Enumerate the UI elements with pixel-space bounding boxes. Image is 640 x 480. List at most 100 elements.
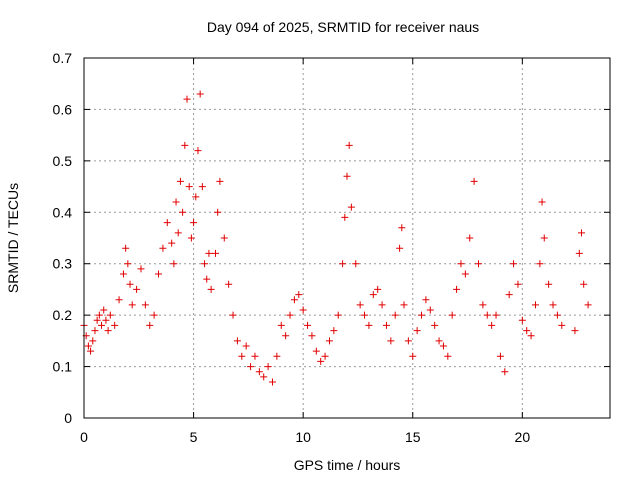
data-point (457, 260, 465, 268)
data-point (155, 270, 163, 278)
data-point (255, 368, 263, 376)
data-point (203, 275, 211, 283)
data-point (413, 327, 421, 335)
data-point (396, 244, 404, 252)
x-tick-label: 10 (295, 429, 311, 445)
data-point (361, 311, 369, 319)
data-point (365, 321, 373, 329)
data-point (553, 311, 561, 319)
data-point (98, 321, 106, 329)
data-point (122, 244, 130, 252)
data-point (571, 327, 579, 335)
data-point (133, 285, 141, 293)
data-point (518, 316, 526, 324)
data-point (194, 147, 202, 155)
data-point (104, 327, 112, 335)
data-point (312, 347, 320, 355)
data-point (584, 301, 592, 309)
data-point (356, 301, 364, 309)
x-tick-label: 0 (80, 429, 88, 445)
y-axis-label: SRMTID / TECUs (5, 183, 21, 293)
data-point (575, 249, 583, 257)
y-tick-label: 0.2 (53, 307, 73, 323)
data-point (387, 337, 395, 345)
data-point (207, 285, 215, 293)
data-point (179, 208, 187, 216)
data-point (341, 213, 349, 221)
data-point (418, 311, 426, 319)
data-point (141, 301, 149, 309)
data-point (444, 352, 452, 360)
data-point (187, 234, 195, 242)
data-point (290, 296, 298, 304)
data-point (251, 352, 259, 360)
data-point (277, 321, 285, 329)
data-point (264, 363, 272, 371)
x-tick-label: 20 (515, 429, 531, 445)
data-point (317, 357, 325, 365)
data-point (334, 311, 342, 319)
data-point (505, 291, 513, 299)
data-point (146, 321, 154, 329)
data-point (212, 249, 219, 257)
y-tick-label: 0.3 (53, 256, 73, 272)
data-point (128, 301, 136, 309)
data-point (196, 90, 204, 98)
data-point (378, 301, 386, 309)
data-point (391, 311, 399, 319)
plot-frame (83, 57, 611, 419)
y-tick-label: 0 (64, 410, 72, 426)
data-point (247, 363, 255, 371)
data-point (339, 260, 347, 268)
data-point (299, 306, 307, 314)
data-point (201, 260, 209, 268)
data-point (470, 177, 478, 185)
data-point (229, 311, 237, 319)
data-point (214, 208, 222, 216)
data-point (192, 193, 200, 201)
data-point (308, 332, 316, 340)
data-point (523, 327, 531, 335)
data-point (514, 280, 522, 288)
chart-title: Day 094 of 2025, SRMTID for receiver nau… (207, 19, 479, 35)
data-point (475, 260, 482, 268)
data-point (453, 285, 461, 293)
data-point (578, 229, 586, 237)
data-point (400, 301, 408, 309)
data-point (137, 265, 145, 273)
data-point (448, 311, 456, 319)
data-point (540, 234, 548, 242)
data-point (286, 311, 294, 319)
data-point (268, 378, 276, 386)
data-point (106, 311, 114, 319)
data-point (488, 321, 496, 329)
data-point (321, 352, 329, 360)
y-tick-label: 0.5 (53, 153, 73, 169)
data-point (496, 352, 504, 360)
data-point (238, 352, 246, 360)
x-axis-ticks: 0 5 10 15 20 (80, 58, 530, 445)
data-point (150, 311, 158, 319)
data-point (100, 306, 108, 314)
data-point (461, 270, 469, 278)
data-point (374, 285, 382, 293)
y-tick-label: 0.7 (53, 50, 73, 66)
data-point (382, 321, 390, 329)
data-point (369, 291, 377, 299)
data-point (483, 311, 491, 319)
grid (84, 58, 610, 418)
y-tick-label: 0.4 (53, 204, 73, 220)
data-point (501, 368, 509, 376)
data-point (545, 280, 553, 288)
data-point (549, 301, 557, 309)
y-tick-label: 0.1 (53, 359, 73, 375)
data-point (273, 352, 281, 360)
data-point (93, 316, 101, 324)
data-point (163, 219, 171, 227)
data-point (304, 321, 312, 329)
x-axis-label: GPS time / hours (294, 457, 401, 473)
data-point (115, 296, 123, 304)
data-point (159, 244, 167, 252)
data-point (538, 198, 546, 206)
data-point (181, 141, 189, 149)
